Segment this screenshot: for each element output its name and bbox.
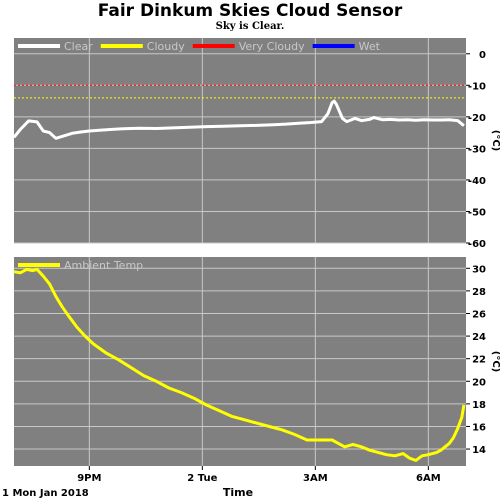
x-axis-title: Time xyxy=(223,486,253,499)
sky-y-tick-label: 0 xyxy=(479,50,486,61)
sky-y-tick-label: -20 xyxy=(468,113,486,124)
chart-title: Fair Dinkum Skies Cloud Sensor xyxy=(97,1,403,21)
legend-label-wet: Wet xyxy=(359,40,381,53)
x-tick-label: 9PM xyxy=(77,473,101,484)
legend-swatch-clear xyxy=(18,44,60,48)
legend-label-very-cloudy: Very Cloudy xyxy=(239,40,305,53)
ambient-y-tick-label: 28 xyxy=(472,287,486,298)
sky-status: Sky is Clear. xyxy=(215,21,285,32)
ambient-plot-area xyxy=(14,257,466,466)
x-tick-label: 2 Tue xyxy=(187,473,217,484)
legend-swatch-ambient-temp xyxy=(18,263,60,267)
ambient-y-tick-label: 16 xyxy=(472,422,486,433)
sky-plot-area xyxy=(14,38,466,243)
sky-y-axis-label: (°C) xyxy=(490,130,500,151)
start-date-label: 1 Mon Jan 2018 xyxy=(2,488,89,499)
ambient-y-axis-label: (°C) xyxy=(490,351,500,372)
x-tick-label: 3AM xyxy=(303,473,328,484)
ambient-y-tick-label: 22 xyxy=(472,355,486,366)
legend-swatch-cloudy xyxy=(100,44,143,48)
series-line-ambient-temp xyxy=(13,267,466,462)
sky-y-tick-label: -50 xyxy=(468,207,486,218)
ambient-y-tick-label: 14 xyxy=(472,445,486,456)
sky-y-tick-label: -30 xyxy=(468,144,486,155)
sky-y-tick-label: -60 xyxy=(468,239,486,250)
ambient-y-tick-label: 24 xyxy=(472,332,486,343)
ambient-y-tick-label: 20 xyxy=(472,377,486,388)
legend-label-ambient-temp: Ambient Temp xyxy=(64,259,143,272)
series-line-clear xyxy=(12,99,465,140)
legend-label-clear: Clear xyxy=(64,40,93,53)
ambient-y-tick-label: 26 xyxy=(472,309,486,320)
ambient-y-tick-label: 30 xyxy=(472,264,486,275)
legend-swatch-wet xyxy=(312,44,355,48)
time-axis: 9PM 2 Tue 3AM 6AM xyxy=(77,466,441,484)
sky-y-tick-label: -40 xyxy=(468,176,486,187)
ambient-y-tick-label: 18 xyxy=(472,400,486,411)
legend-label-cloudy: Cloudy xyxy=(147,40,185,53)
ambient-temp-panel: 30 28 26 24 22 20 18 16 14 (°C) Ambient Temp xyxy=(13,257,500,466)
sky-y-tick-label: -10 xyxy=(468,81,486,92)
x-tick-label: 6AM xyxy=(416,473,441,484)
sky-temp-panel: 0 -10 -20 -30 -40 -50 -60 (°C) Clear Cloudy Very C… xyxy=(12,38,500,250)
legend-swatch-very-cloudy xyxy=(192,44,235,48)
